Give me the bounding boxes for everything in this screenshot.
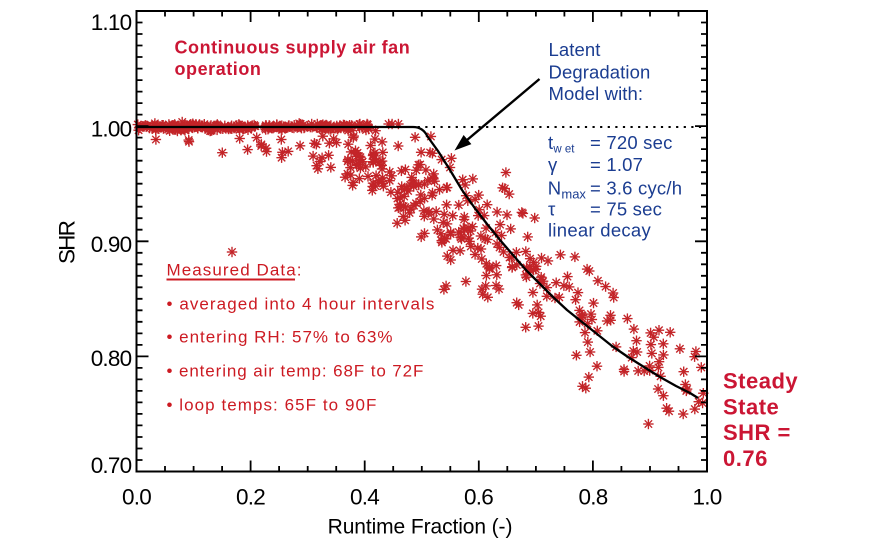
svg-text:linear decay: linear decay [548,220,651,241]
svg-text:0.6: 0.6 [464,485,493,510]
svg-text:Runtime Fraction (-): Runtime Fraction (-) [328,516,513,539]
svg-text:0.80: 0.80 [91,346,132,371]
svg-text:0.0: 0.0 [122,485,151,510]
svg-text:= 75 sec: = 75 sec [590,199,662,220]
svg-text:1.0: 1.0 [693,485,722,510]
svg-text:γ: γ [548,154,558,175]
svg-text:= 3.6 cyc/h: = 3.6 cyc/h [590,177,682,198]
svg-text:τ: τ [548,199,556,220]
svg-text:Degradation: Degradation [549,61,651,82]
svg-text:= 720 sec: = 720 sec [590,132,673,153]
svg-text:1.00: 1.00 [91,117,132,142]
svg-text:Latent: Latent [549,39,601,60]
svg-text:Model with:: Model with: [549,83,644,104]
svg-text:0.70: 0.70 [91,453,132,478]
svg-text:• loop temps: 65F to 90F: • loop temps: 65F to 90F [167,396,378,415]
svg-text:0.90: 0.90 [91,232,132,257]
svg-text:Continuous supply air fan: Continuous supply air fan [175,38,411,58]
svg-text:0.8: 0.8 [579,485,608,510]
svg-text:0.4: 0.4 [350,485,379,510]
svg-text:Measured Data:: Measured Data: [167,261,303,280]
svg-text:1.10: 1.10 [91,10,132,35]
svg-text:operation: operation [175,59,262,79]
svg-text:• averaged into 4 hour inter: • averaged into 4 hour intervals [167,295,436,314]
svg-text:0.76: 0.76 [723,446,768,471]
svg-text:Nmax: Nmax [548,177,587,201]
svg-text:= 1.07: = 1.07 [590,154,643,175]
svg-text:• entering RH: 57% to 63%: • entering RH: 57% to 63% [167,328,394,347]
svg-text:• entering air temp: 68F to 7: • entering air temp: 68F to 72F [167,362,425,381]
svg-text:Steady: Steady [723,369,798,394]
svg-text:0.2: 0.2 [236,485,265,510]
svg-text:SHR: SHR [55,220,80,264]
svg-text:State: State [723,394,779,419]
svg-text:SHR =: SHR = [723,420,791,445]
